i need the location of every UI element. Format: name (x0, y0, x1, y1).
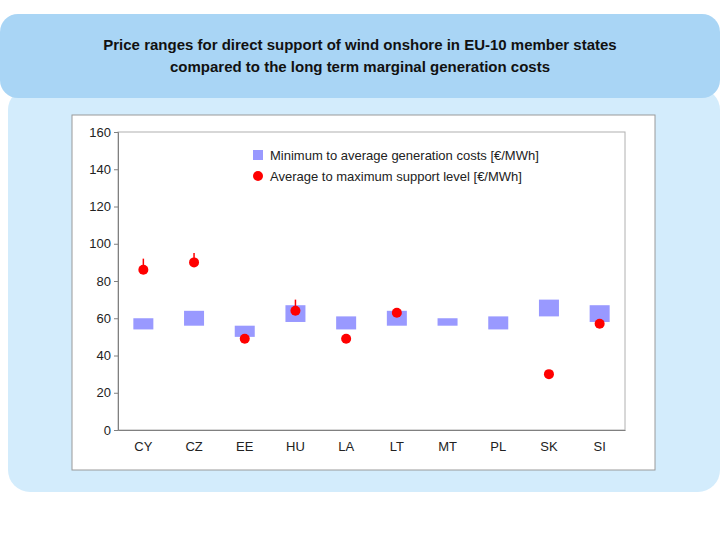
y-tick: 100 (89, 236, 118, 251)
support-point (189, 257, 199, 267)
plot-frame (118, 132, 625, 430)
x-tick: CY (134, 439, 152, 454)
range-bar (438, 318, 458, 325)
marks (133, 253, 609, 379)
support-point (138, 265, 148, 275)
chart-area (72, 115, 655, 470)
x-tick: PL (490, 439, 506, 454)
x-tick-label: PL (490, 439, 506, 454)
y-tick: 40 (97, 348, 118, 363)
support-point (595, 319, 605, 329)
y-tick-mark (114, 132, 118, 133)
y-tick: 120 (89, 199, 118, 214)
y-tick: 0 (104, 423, 118, 438)
y-tick: 140 (89, 162, 118, 177)
x-tick: CZ (185, 439, 202, 454)
y-tick-mark (114, 281, 118, 282)
x-tick: HU (286, 439, 305, 454)
x-tick: SK (540, 439, 558, 454)
series-1 (138, 253, 604, 379)
y-tick-mark (114, 207, 118, 208)
x-tick: LT (390, 439, 404, 454)
legend-swatch (253, 150, 263, 160)
x-tick-label: CZ (185, 439, 202, 454)
range-bar (336, 316, 356, 329)
range-bar (184, 311, 204, 326)
legend-swatch (253, 171, 263, 181)
x-tick-label: LT (390, 439, 404, 454)
y-axis: 0 20 40 60 80 100 120 140 160 (89, 125, 118, 438)
chart-svg: Price ranges for direct support of wind … (0, 0, 720, 540)
x-tick: MT (438, 439, 457, 454)
x-tick: EE (236, 439, 254, 454)
y-tick-mark (114, 356, 118, 357)
series-0 (133, 300, 609, 337)
y-tick: 160 (89, 125, 118, 140)
y-tick-label: 100 (89, 236, 111, 251)
support-point (544, 369, 554, 379)
x-tick-label: EE (236, 439, 254, 454)
legend-label: Minimum to average generation costs [€/M… (270, 148, 539, 163)
title-line: Price ranges for direct support of wind … (103, 36, 616, 53)
y-tick: 20 (97, 385, 118, 400)
y-tick: 60 (97, 311, 118, 326)
y-tick-mark (114, 318, 118, 319)
y-tick-label: 160 (89, 125, 111, 140)
y-tick-mark (114, 244, 118, 245)
range-bar (133, 318, 153, 329)
y-tick-label: 140 (89, 162, 111, 177)
y-tick-mark (114, 393, 118, 394)
y-tick-label: 60 (97, 311, 111, 326)
x-axis: CY CZ EE HU LA LT MT PL SK SI (119, 431, 626, 455)
y-tick-label: 0 (104, 423, 111, 438)
chart-title: Price ranges for direct support of wind … (103, 36, 616, 75)
lower-panel (8, 88, 720, 492)
range-bar (285, 305, 305, 322)
y-tick-label: 40 (97, 348, 111, 363)
x-tick-label: HU (286, 439, 305, 454)
y-axis-line (114, 133, 119, 431)
title-line: compared to the long term marginal gener… (170, 58, 550, 75)
title-panel (0, 14, 720, 98)
support-point (240, 334, 250, 344)
y-tick-label: 80 (97, 274, 111, 289)
x-axis-line (119, 430, 626, 431)
x-tick: SI (594, 439, 606, 454)
x-tick-label: LA (338, 439, 354, 454)
x-tick-label: MT (438, 439, 457, 454)
y-tick-label: 120 (89, 199, 111, 214)
y-tick-mark (114, 169, 118, 170)
support-point (290, 306, 300, 316)
x-tick-label: CY (134, 439, 152, 454)
x-tick-label: SI (594, 439, 606, 454)
x-tick-label: SK (540, 439, 558, 454)
legend-label: Average to maximum support level [€/MWh] (270, 169, 522, 184)
x-tick: LA (338, 439, 354, 454)
support-point (392, 308, 402, 318)
range-bar (488, 316, 508, 329)
y-tick: 80 (97, 274, 118, 289)
legend: Minimum to average generation costs [€/M… (253, 148, 539, 184)
range-bar (539, 300, 559, 317)
support-point (341, 334, 351, 344)
y-tick-mark (114, 430, 118, 431)
y-tick-label: 20 (97, 385, 111, 400)
